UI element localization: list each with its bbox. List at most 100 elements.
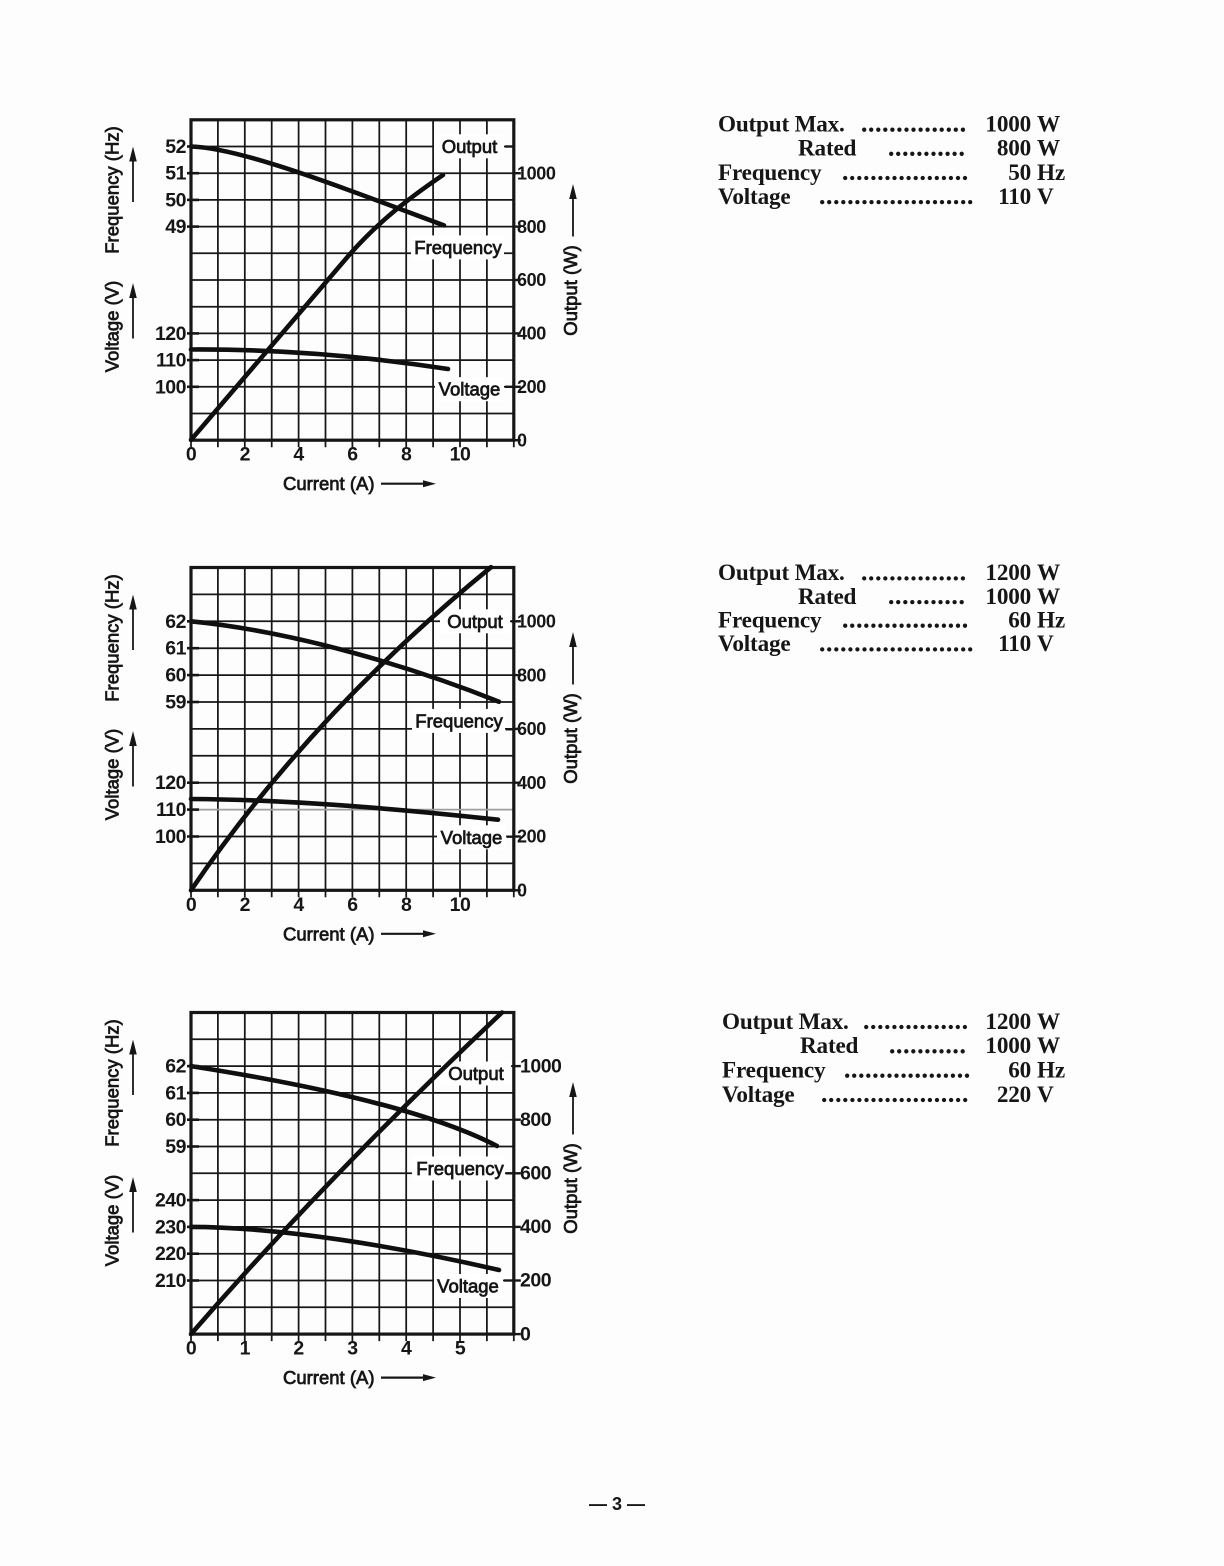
svg-text:Voltage (V): Voltage (V) xyxy=(102,729,123,821)
svg-text:Frequency: Frequency xyxy=(416,1158,504,1179)
svg-text:8: 8 xyxy=(401,444,412,466)
svg-text:Voltage: Voltage xyxy=(441,827,503,848)
svg-text:V: V xyxy=(1037,1082,1054,1108)
svg-text:Output (W): Output (W) xyxy=(560,245,581,335)
svg-text:Voltage: Voltage xyxy=(437,1276,499,1297)
svg-text:60: 60 xyxy=(165,1109,186,1131)
svg-text:600: 600 xyxy=(517,270,546,290)
svg-text:Rated: Rated xyxy=(798,584,857,610)
svg-text:Output Max.: Output Max. xyxy=(722,1009,849,1035)
svg-text:110: 110 xyxy=(156,350,187,372)
svg-text:Voltage: Voltage xyxy=(718,184,790,210)
svg-text:120: 120 xyxy=(155,772,187,794)
svg-text:50: 50 xyxy=(165,189,186,211)
svg-text:100: 100 xyxy=(155,376,187,398)
svg-text:61: 61 xyxy=(165,638,186,660)
svg-text:Rated: Rated xyxy=(798,136,857,162)
svg-text:2: 2 xyxy=(240,444,251,466)
svg-text:Output Max.: Output Max. xyxy=(718,560,845,586)
svg-text:Frequency (Hz): Frequency (Hz) xyxy=(102,574,123,701)
svg-text:600: 600 xyxy=(520,1163,552,1185)
svg-text:1000: 1000 xyxy=(985,112,1031,138)
svg-text:0: 0 xyxy=(520,1323,531,1345)
svg-text:100: 100 xyxy=(155,826,187,848)
svg-text:Current (A): Current (A) xyxy=(283,923,375,944)
svg-text:6: 6 xyxy=(347,444,358,466)
svg-text:1000: 1000 xyxy=(985,1033,1031,1059)
svg-text:120: 120 xyxy=(155,323,187,345)
svg-text:3: 3 xyxy=(347,1338,358,1360)
svg-text:59: 59 xyxy=(165,692,186,714)
svg-text:220: 220 xyxy=(155,1243,187,1265)
svg-text:0: 0 xyxy=(186,894,197,916)
svg-text:2: 2 xyxy=(240,894,251,916)
svg-text:1200: 1200 xyxy=(985,1009,1031,1035)
svg-text:400: 400 xyxy=(517,324,546,344)
svg-text:4: 4 xyxy=(401,1338,412,1360)
svg-text:Output Max.: Output Max. xyxy=(718,112,845,138)
svg-text:1000: 1000 xyxy=(520,1055,562,1077)
svg-text:400: 400 xyxy=(520,1216,552,1238)
svg-text:Frequency: Frequency xyxy=(718,160,822,186)
svg-text:Frequency (Hz): Frequency (Hz) xyxy=(102,1019,123,1146)
svg-text:800: 800 xyxy=(517,217,546,237)
svg-text:Hz: Hz xyxy=(1037,1058,1065,1084)
svg-text:0: 0 xyxy=(517,430,527,450)
svg-text:1000: 1000 xyxy=(517,612,556,632)
svg-text:5: 5 xyxy=(455,1338,466,1360)
svg-text:200: 200 xyxy=(520,1270,552,1292)
svg-text:200: 200 xyxy=(517,827,546,847)
svg-text:Output (W): Output (W) xyxy=(560,1143,581,1233)
svg-text:400: 400 xyxy=(517,773,546,793)
svg-text:Output: Output xyxy=(447,611,503,632)
svg-text:60: 60 xyxy=(1008,608,1031,634)
svg-text:Voltage: Voltage xyxy=(722,1082,794,1108)
svg-text:Voltage: Voltage xyxy=(718,631,790,657)
svg-text:0: 0 xyxy=(186,1338,197,1360)
svg-text:51: 51 xyxy=(165,163,186,185)
svg-text:W: W xyxy=(1037,1009,1060,1035)
svg-text:6: 6 xyxy=(347,894,358,916)
svg-text:W: W xyxy=(1037,560,1060,586)
svg-text:110: 110 xyxy=(156,799,187,821)
svg-text:— 3 —: — 3 — xyxy=(589,1494,645,1514)
svg-text:V: V xyxy=(1037,631,1054,657)
svg-text:Frequency (Hz): Frequency (Hz) xyxy=(102,126,123,253)
svg-text:Output: Output xyxy=(448,1063,504,1084)
svg-text:10: 10 xyxy=(450,894,471,916)
svg-text:W: W xyxy=(1037,136,1060,162)
svg-text:10: 10 xyxy=(450,444,471,466)
svg-text:2: 2 xyxy=(293,1338,304,1360)
svg-text:4: 4 xyxy=(293,894,304,916)
svg-text:200: 200 xyxy=(517,377,546,397)
svg-text:Frequency: Frequency xyxy=(415,710,503,731)
svg-text:Voltage (V): Voltage (V) xyxy=(102,1175,123,1267)
svg-text:110: 110 xyxy=(998,631,1031,657)
svg-text:110: 110 xyxy=(998,184,1031,210)
svg-text:220: 220 xyxy=(997,1082,1031,1108)
svg-text:59: 59 xyxy=(165,1136,186,1158)
svg-text:W: W xyxy=(1037,584,1060,610)
svg-text:600: 600 xyxy=(517,719,546,739)
svg-text:60: 60 xyxy=(1008,1058,1031,1084)
svg-text:V: V xyxy=(1037,184,1054,210)
svg-text:Voltage (V): Voltage (V) xyxy=(102,281,123,373)
svg-text:210: 210 xyxy=(155,1270,187,1292)
svg-text:W: W xyxy=(1037,1033,1060,1059)
svg-text:Voltage: Voltage xyxy=(439,379,501,400)
svg-text:Output: Output xyxy=(442,136,498,157)
svg-text:Hz: Hz xyxy=(1037,608,1065,634)
svg-text:1000: 1000 xyxy=(985,584,1031,610)
svg-text:Current (A): Current (A) xyxy=(283,473,375,494)
svg-text:800: 800 xyxy=(517,665,546,685)
svg-text:Frequency: Frequency xyxy=(722,1058,826,1084)
svg-text:61: 61 xyxy=(165,1082,186,1104)
svg-text:1200: 1200 xyxy=(985,560,1031,586)
svg-text:62: 62 xyxy=(165,611,186,633)
svg-text:1000: 1000 xyxy=(517,163,556,183)
svg-text:52: 52 xyxy=(165,136,186,158)
svg-text:50: 50 xyxy=(1008,160,1031,186)
svg-text:Hz: Hz xyxy=(1037,160,1065,186)
svg-text:49: 49 xyxy=(165,216,186,238)
svg-text:800: 800 xyxy=(520,1109,552,1131)
